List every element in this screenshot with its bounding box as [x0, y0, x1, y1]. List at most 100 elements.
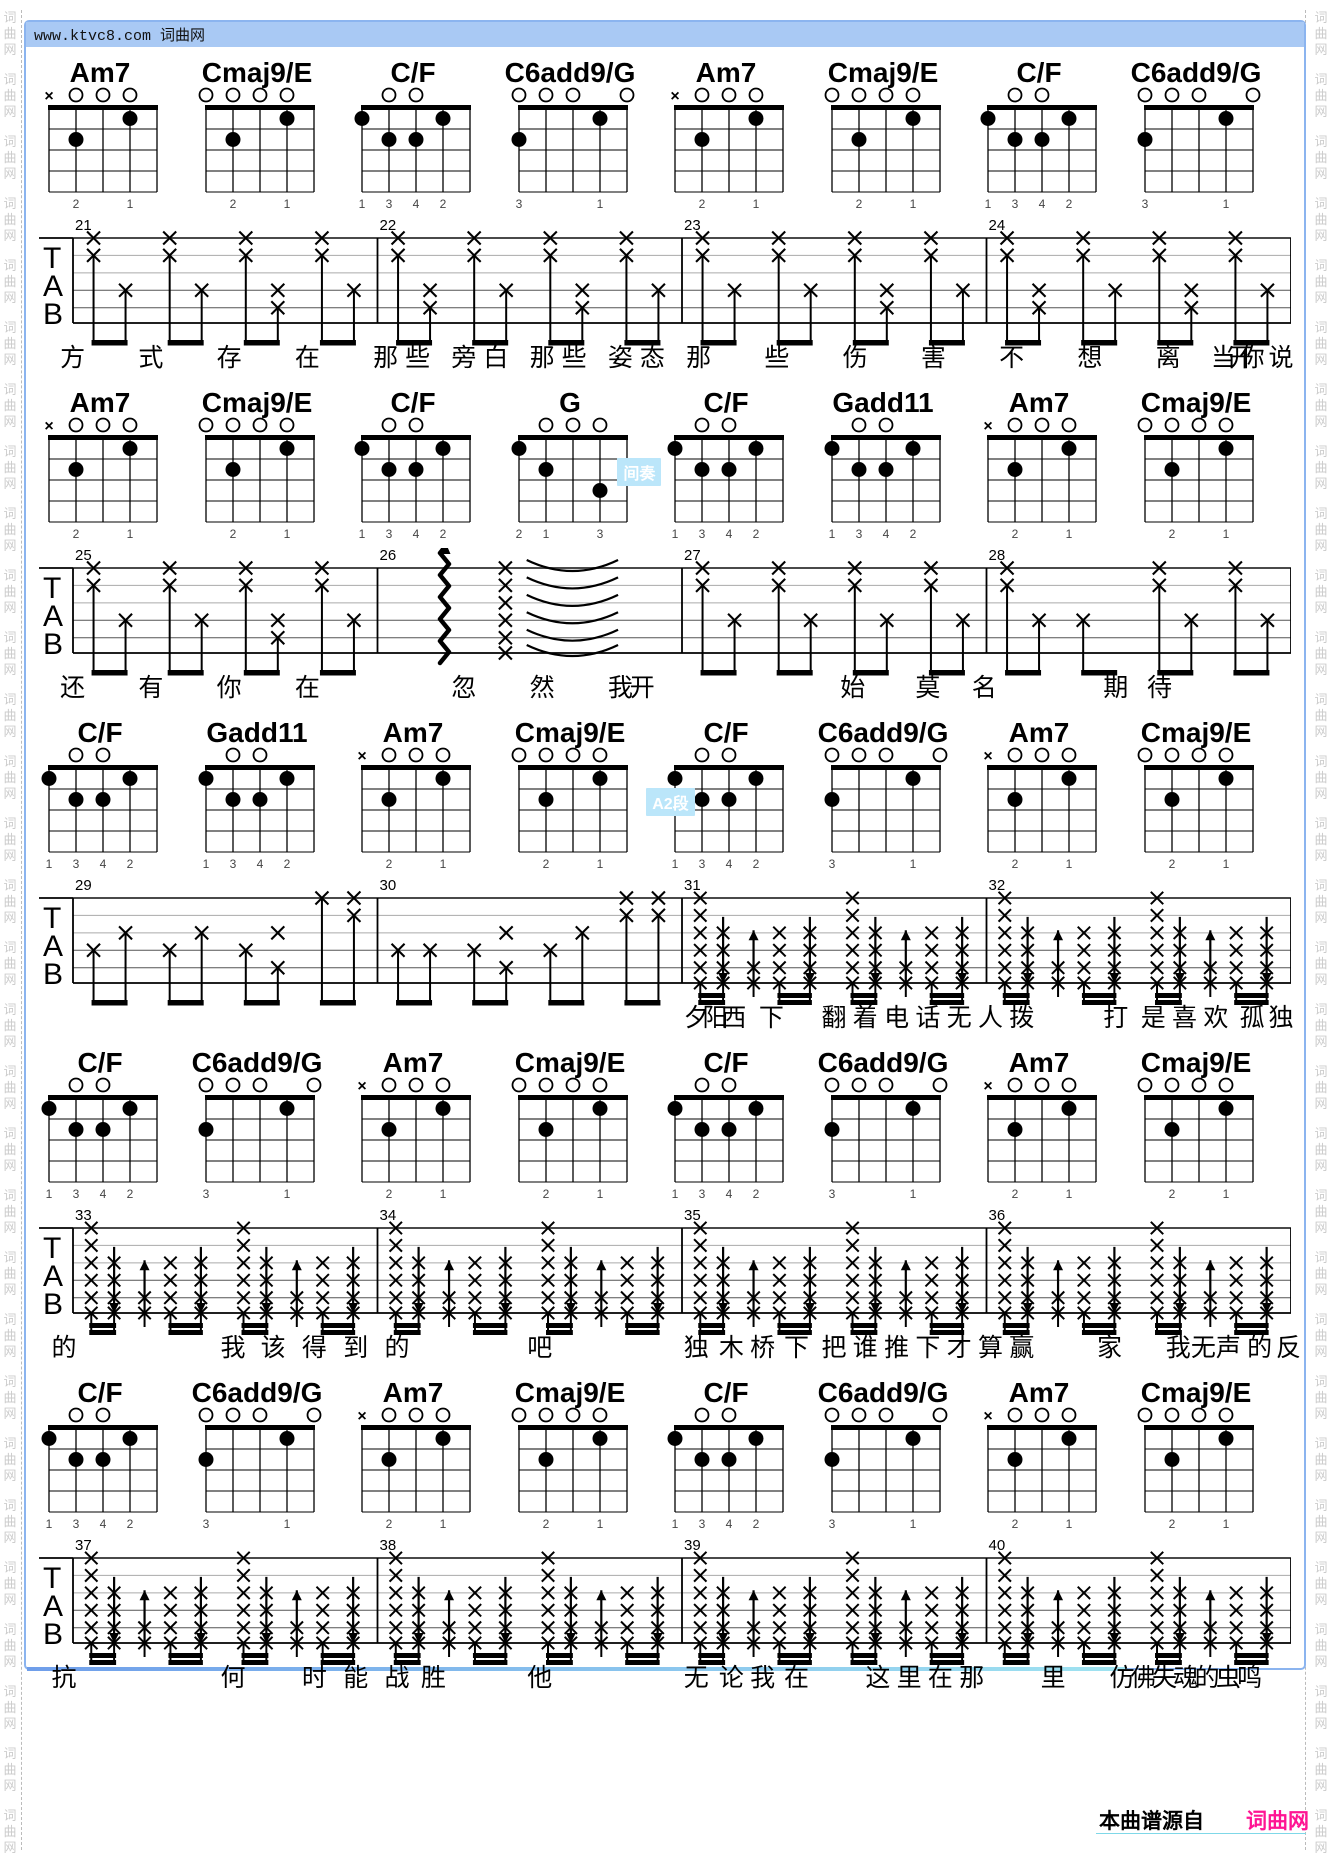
svg-text:1: 1 — [909, 1187, 916, 1201]
svg-text:25: 25 — [75, 548, 92, 564]
svg-text:Am7: Am7 — [696, 60, 757, 88]
svg-text:Cmaj9/E: Cmaj9/E — [1140, 1380, 1251, 1408]
svg-text:31: 31 — [684, 878, 701, 894]
svg-text:3: 3 — [515, 197, 522, 211]
svg-text:38: 38 — [380, 1538, 397, 1554]
svg-text:1: 1 — [1222, 197, 1229, 211]
svg-text:2: 2 — [440, 197, 447, 211]
svg-text:Gadd11: Gadd11 — [206, 720, 307, 748]
svg-text:B: B — [43, 1288, 63, 1321]
svg-text:2: 2 — [127, 1187, 134, 1201]
svg-text:C/F: C/F — [390, 60, 435, 88]
svg-text:2: 2 — [73, 197, 80, 211]
svg-text:Cmaj9/E: Cmaj9/E — [514, 1380, 625, 1408]
svg-text:×: × — [44, 88, 53, 105]
svg-text:3: 3 — [828, 857, 835, 871]
svg-text:B: B — [43, 298, 63, 331]
svg-text:G: G — [559, 390, 581, 418]
svg-text:1: 1 — [283, 1517, 290, 1531]
svg-text:37: 37 — [75, 1538, 92, 1554]
svg-text:3: 3 — [699, 1517, 706, 1531]
svg-text:1: 1 — [909, 857, 916, 871]
svg-text:3: 3 — [386, 197, 393, 211]
svg-text:2: 2 — [127, 1517, 134, 1531]
svg-text:3: 3 — [699, 857, 706, 871]
svg-text:Am7: Am7 — [383, 1050, 444, 1078]
svg-text:1: 1 — [46, 857, 53, 871]
svg-text:22: 22 — [380, 218, 397, 234]
svg-text:Cmaj9/E: Cmaj9/E — [1140, 720, 1251, 748]
svg-text:C/F: C/F — [77, 720, 122, 748]
svg-text:×: × — [983, 748, 992, 765]
svg-text:3: 3 — [596, 527, 603, 541]
svg-text:1: 1 — [596, 857, 603, 871]
svg-text:C/F: C/F — [390, 390, 435, 418]
svg-text:3: 3 — [1012, 197, 1019, 211]
svg-text:2: 2 — [753, 857, 760, 871]
svg-text:2: 2 — [909, 527, 916, 541]
svg-text:Cmaj9/E: Cmaj9/E — [514, 720, 625, 748]
svg-text:2: 2 — [855, 197, 862, 211]
svg-text:4: 4 — [882, 527, 889, 541]
svg-text:33: 33 — [75, 1208, 92, 1224]
svg-text:4: 4 — [100, 857, 107, 871]
svg-text:2: 2 — [1012, 527, 1019, 541]
svg-text:Cmaj9/E: Cmaj9/E — [201, 60, 312, 88]
svg-text:4: 4 — [256, 857, 263, 871]
svg-text:24: 24 — [989, 218, 1006, 234]
svg-text:Am7: Am7 — [383, 720, 444, 748]
svg-text:1: 1 — [127, 527, 134, 541]
svg-text:3: 3 — [828, 1187, 835, 1201]
svg-text:1: 1 — [283, 527, 290, 541]
svg-text:36: 36 — [989, 1208, 1006, 1224]
svg-text:1: 1 — [1066, 1187, 1073, 1201]
svg-text:C6add9/G: C6add9/G — [817, 1050, 948, 1078]
svg-text:×: × — [983, 1078, 992, 1095]
svg-text:4: 4 — [100, 1517, 107, 1531]
svg-text:2: 2 — [699, 197, 706, 211]
svg-text:×: × — [670, 88, 679, 105]
svg-text:B: B — [43, 958, 63, 991]
svg-text:3: 3 — [1141, 197, 1148, 211]
svg-text:2: 2 — [515, 527, 522, 541]
svg-text:3: 3 — [699, 1187, 706, 1201]
svg-text:3: 3 — [202, 1187, 209, 1201]
svg-text:C/F: C/F — [703, 390, 748, 418]
svg-text:39: 39 — [684, 1538, 701, 1554]
svg-text:1: 1 — [985, 197, 992, 211]
svg-text:3: 3 — [855, 527, 862, 541]
svg-text:Cmaj9/E: Cmaj9/E — [201, 390, 312, 418]
svg-text:4: 4 — [413, 197, 420, 211]
svg-text:Cmaj9/E: Cmaj9/E — [827, 60, 938, 88]
svg-text:4: 4 — [413, 527, 420, 541]
svg-text:4: 4 — [726, 527, 733, 541]
svg-text:1: 1 — [359, 197, 366, 211]
svg-text:2: 2 — [1012, 857, 1019, 871]
svg-text:Am7: Am7 — [1009, 390, 1070, 418]
svg-text:3: 3 — [828, 1517, 835, 1531]
svg-text:Gadd11: Gadd11 — [832, 390, 933, 418]
svg-text:Am7: Am7 — [1009, 1050, 1070, 1078]
svg-text:1: 1 — [202, 857, 209, 871]
svg-text:4: 4 — [1039, 197, 1046, 211]
svg-text:×: × — [44, 418, 53, 435]
svg-text:2: 2 — [1012, 1187, 1019, 1201]
svg-text:1: 1 — [1066, 1517, 1073, 1531]
svg-text:1: 1 — [909, 1517, 916, 1531]
svg-text:1: 1 — [1222, 1517, 1229, 1531]
svg-text:×: × — [983, 1408, 992, 1425]
svg-text:1: 1 — [1066, 857, 1073, 871]
svg-text:1: 1 — [359, 527, 366, 541]
svg-text:1: 1 — [440, 857, 447, 871]
svg-text:2: 2 — [73, 527, 80, 541]
svg-text:2: 2 — [542, 1517, 549, 1531]
svg-text:2: 2 — [542, 1187, 549, 1201]
svg-text:B: B — [43, 1618, 63, 1651]
svg-text:Cmaj9/E: Cmaj9/E — [514, 1050, 625, 1078]
svg-text:1: 1 — [672, 1187, 679, 1201]
svg-text:C6add9/G: C6add9/G — [504, 60, 635, 88]
svg-text:2: 2 — [753, 1187, 760, 1201]
svg-text:4: 4 — [100, 1187, 107, 1201]
svg-text:34: 34 — [380, 1208, 397, 1224]
svg-text:1: 1 — [440, 1187, 447, 1201]
